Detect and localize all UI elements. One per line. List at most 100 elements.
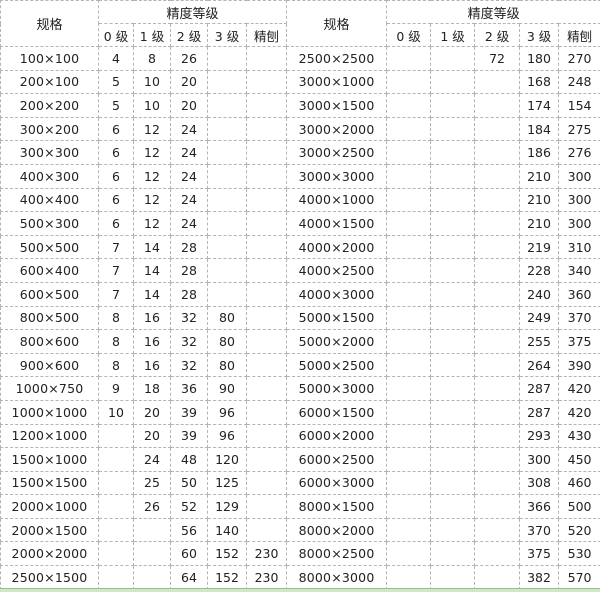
grade-0-cell: 7: [99, 235, 134, 259]
spec-cell: 5000×2500: [287, 353, 387, 377]
grade-1-cell: 25: [134, 471, 171, 495]
spec-cell: 5000×1500: [287, 306, 387, 330]
grade-0-cell: [387, 70, 431, 94]
grade-3-cell: 287: [520, 377, 559, 401]
grade-header-1: 1 级: [431, 24, 475, 47]
grade-1-cell: 12: [134, 212, 171, 236]
grade-3-cell: [208, 94, 247, 118]
grade-3-cell: 249: [520, 306, 559, 330]
grade-3-cell: 90: [208, 377, 247, 401]
grade-0-cell: 8: [99, 306, 134, 330]
grade-3-cell: 300: [520, 448, 559, 472]
grade-1-cell: [431, 282, 475, 306]
grade-2-cell: 32: [171, 306, 208, 330]
grade-0-cell: [387, 495, 431, 519]
grade-0-cell: 6: [99, 212, 134, 236]
grade-2-cell: 48: [171, 448, 208, 472]
spec-cell: 3000×1500: [287, 94, 387, 118]
grade-0-cell: [387, 235, 431, 259]
grade-1-cell: 12: [134, 188, 171, 212]
grade-1-cell: 20: [134, 424, 171, 448]
spec-cell: 4000×2000: [287, 235, 387, 259]
spec-header: 规格: [287, 1, 387, 47]
fine-planed-cell: 375: [559, 330, 600, 354]
grade-3-cell: [208, 47, 247, 71]
fine-planed-cell: [247, 306, 287, 330]
grade-header-2: 2 级: [171, 24, 208, 47]
grade-3-cell: [208, 70, 247, 94]
grade-0-cell: [99, 448, 134, 472]
grade-0-cell: 8: [99, 330, 134, 354]
spec-cell: 3000×2000: [287, 117, 387, 141]
grade-1-cell: [431, 377, 475, 401]
fine-planed-cell: 300: [559, 164, 600, 188]
grade-1-cell: [431, 518, 475, 542]
grade-1-cell: 8: [134, 47, 171, 71]
grade-2-cell: 20: [171, 70, 208, 94]
grade-0-cell: [387, 400, 431, 424]
fine-planed-cell: [247, 212, 287, 236]
fine-planed-cell: 430: [559, 424, 600, 448]
grade-0-cell: [387, 566, 431, 590]
grade-2-cell: 24: [171, 212, 208, 236]
grade-0-cell: [387, 306, 431, 330]
fine-planed-cell: 420: [559, 400, 600, 424]
grade-1-cell: [431, 117, 475, 141]
grade-0-cell: [387, 448, 431, 472]
spec-cell: 400×400: [1, 188, 99, 212]
grade-2-cell: [475, 117, 520, 141]
grade-1-cell: [431, 330, 475, 354]
grade-0-cell: [387, 259, 431, 283]
spec-cell: 100×100: [1, 47, 99, 71]
grade-2-cell: [475, 471, 520, 495]
fine-planed-cell: [247, 518, 287, 542]
fine-planed-cell: [247, 164, 287, 188]
grade-2-cell: [475, 282, 520, 306]
grade-2-cell: 28: [171, 282, 208, 306]
grade-3-cell: 366: [520, 495, 559, 519]
grade-0-cell: [387, 117, 431, 141]
grade-2-cell: [475, 400, 520, 424]
fine-planed-cell: 270: [559, 47, 600, 71]
grade-1-cell: [134, 518, 171, 542]
grade-0-cell: [99, 424, 134, 448]
fine-planed-cell: 370: [559, 306, 600, 330]
fine-planed-cell: 230: [247, 566, 287, 590]
grade-0-cell: [387, 353, 431, 377]
spec-cell: 1200×1000: [1, 424, 99, 448]
grade-2-cell: [475, 259, 520, 283]
spec-cell: 300×200: [1, 117, 99, 141]
grade-2-cell: [475, 70, 520, 94]
grade-0-cell: [387, 188, 431, 212]
fine-planed-cell: 530: [559, 542, 600, 566]
spec-cell: 2500×2500: [287, 47, 387, 71]
grade-3-cell: [208, 141, 247, 165]
grade-0-cell: 6: [99, 164, 134, 188]
grade-3-cell: 80: [208, 330, 247, 354]
grade-2-cell: 28: [171, 235, 208, 259]
grade-0-cell: [387, 141, 431, 165]
spec-cell: 1500×1000: [1, 448, 99, 472]
grade-3-cell: 375: [520, 542, 559, 566]
grade-0-cell: [387, 164, 431, 188]
grade-1-cell: [431, 235, 475, 259]
grade-1-cell: [431, 212, 475, 236]
spec-cell: 3000×3000: [287, 164, 387, 188]
grade-2-cell: [475, 566, 520, 590]
grade-2-cell: [475, 306, 520, 330]
spec-cell: 2000×2000: [1, 542, 99, 566]
grade-1-cell: [431, 400, 475, 424]
